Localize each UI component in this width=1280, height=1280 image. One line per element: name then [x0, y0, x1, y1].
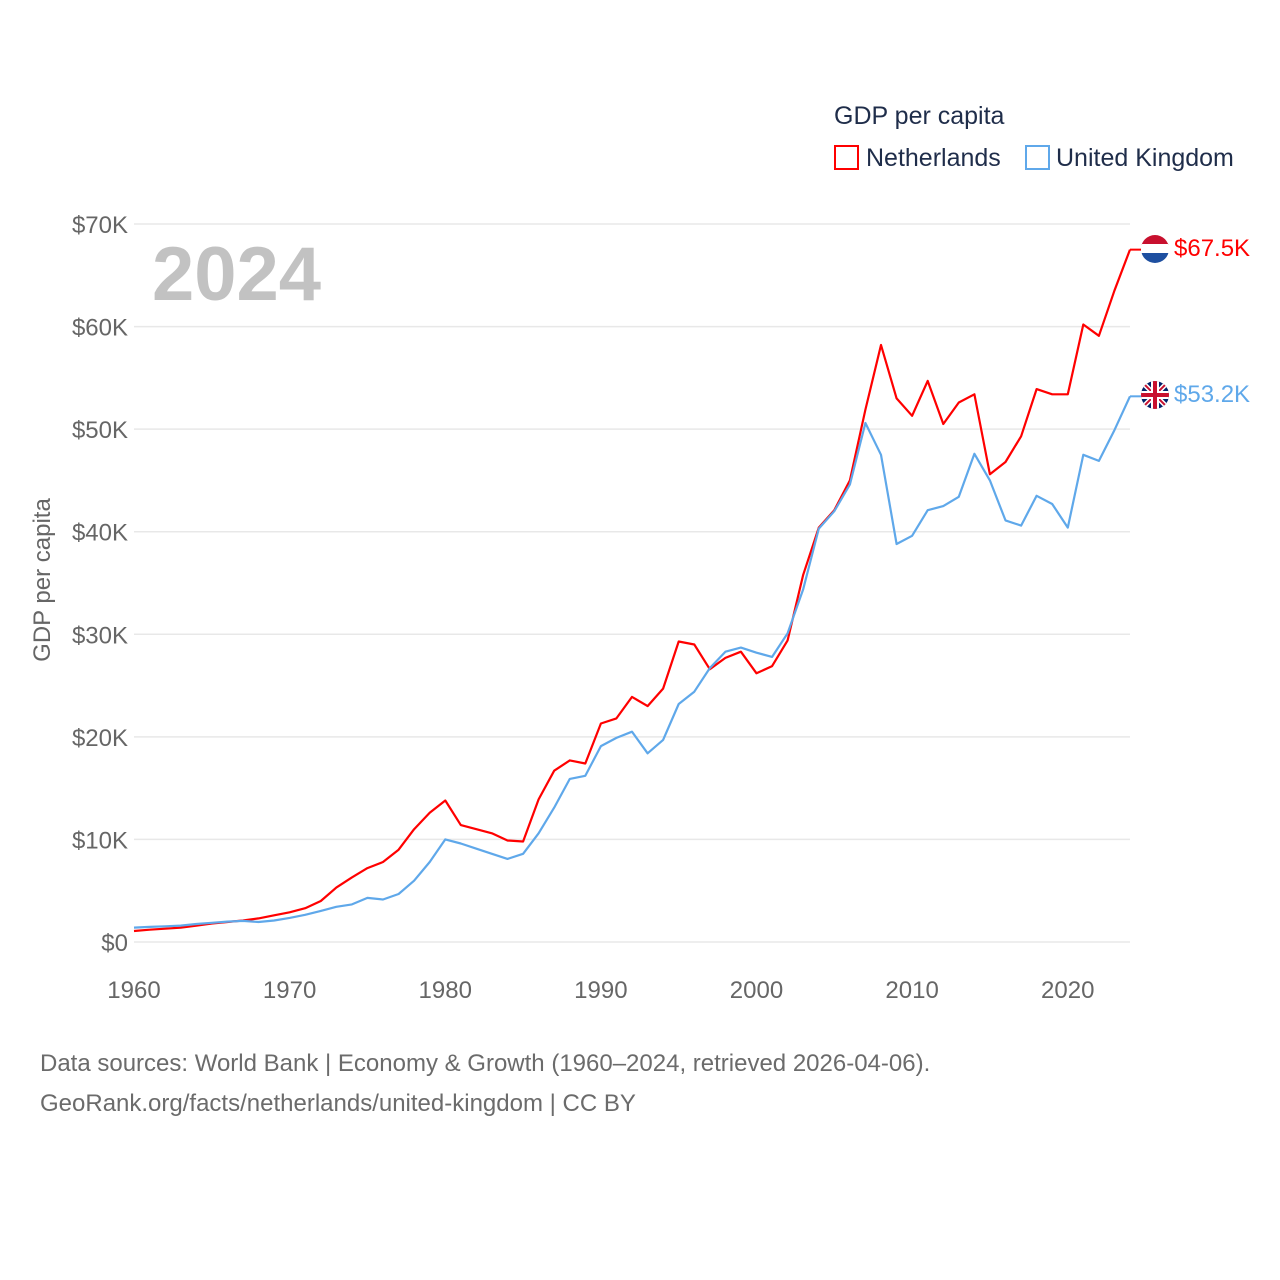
united-kingdom-flag-icon [1141, 381, 1169, 409]
y-tick-label: $70K [72, 212, 128, 239]
y-tick-label: $10K [72, 827, 128, 854]
x-tick-label: 1970 [263, 977, 316, 1004]
series-line-netherlands [133, 249, 1132, 933]
series-lines [133, 248, 1141, 933]
x-tick-label: 1980 [419, 977, 472, 1004]
series-line-united-kingdom [133, 395, 1131, 929]
end-label-netherlands: $67.5K [1174, 235, 1250, 262]
grid-lines [134, 223, 1130, 943]
x-axis-ticks: 1960 1970 1980 1990 2000 2010 2020 [107, 977, 1094, 1004]
y-tick-label: $0 [101, 930, 128, 957]
legend-label-netherlands[interactable]: Netherlands [866, 144, 1001, 172]
legend-title: GDP per capita [834, 102, 1005, 130]
x-tick-label: 2000 [730, 977, 783, 1004]
legend-label-united-kingdom[interactable]: United Kingdom [1056, 144, 1234, 172]
legend: GDP per capita Netherlands United Kingdo… [834, 102, 1234, 172]
end-label-united-kingdom: $53.2K [1174, 381, 1250, 408]
x-tick-label: 2020 [1041, 977, 1094, 1004]
source-link[interactable]: GeoRank.org/facts/netherlands/united-kin… [40, 1090, 636, 1117]
y-axis-ticks: $0 $10K $20K $30K $40K $50K $60K $70K [72, 212, 128, 957]
year-label: 2024 [152, 232, 321, 317]
y-tick-label: $40K [72, 520, 128, 547]
x-tick-label: 1960 [107, 977, 160, 1004]
y-axis-label: GDP per capita [29, 498, 56, 662]
y-tick-label: $50K [72, 417, 128, 444]
x-tick-label: 2010 [885, 977, 938, 1004]
netherlands-flag-icon [1141, 235, 1169, 263]
x-tick-label: 1990 [574, 977, 627, 1004]
y-tick-label: $30K [72, 622, 128, 649]
source-footer: Data sources: World Bank | Economy & Gro… [40, 1044, 930, 1124]
source-line: Data sources: World Bank | Economy & Gro… [40, 1050, 931, 1077]
legend-swatch-united-kingdom[interactable] [1025, 145, 1050, 170]
legend-swatch-netherlands[interactable] [834, 145, 859, 170]
y-tick-label: $60K [72, 315, 128, 342]
y-tick-label: $20K [72, 725, 128, 752]
